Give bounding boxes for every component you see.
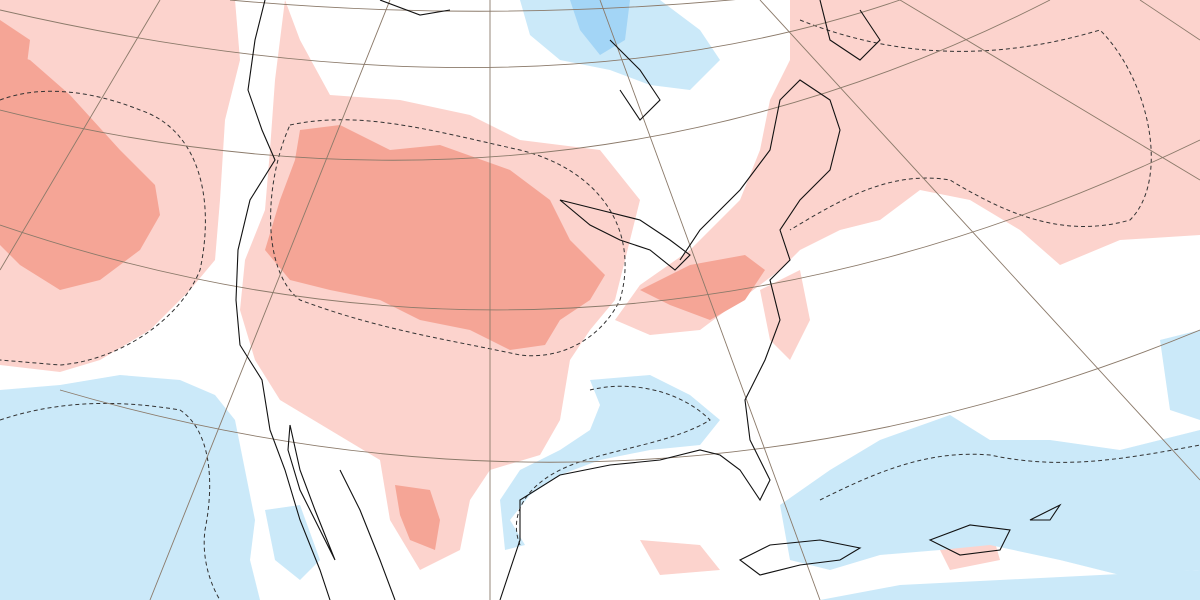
warm-anomaly <box>615 0 1200 335</box>
coastline <box>609 39 661 121</box>
graticule <box>0 139 1200 311</box>
graticule <box>0 0 901 69</box>
graticule <box>759 0 1200 481</box>
contour <box>819 444 1200 501</box>
contour <box>0 90 206 366</box>
coastline <box>235 0 331 600</box>
contour <box>789 19 1152 231</box>
coastline <box>1029 503 1062 521</box>
cool-anomaly <box>820 570 1200 600</box>
graticule <box>229 0 736 12</box>
coastline <box>499 79 841 600</box>
contour <box>515 385 711 546</box>
warm-anomaly <box>640 540 720 575</box>
coastline <box>287 424 336 561</box>
strong-warm-anomaly <box>0 20 30 85</box>
coastline <box>928 524 1011 556</box>
coastline <box>559 199 691 271</box>
cool-anomaly <box>780 415 1200 575</box>
cool-anomaly <box>500 375 720 550</box>
coastline <box>819 0 881 61</box>
graticule <box>59 329 1200 463</box>
strong-warm-anomaly <box>395 485 440 550</box>
graticule <box>599 0 821 600</box>
warm-anomaly <box>760 270 810 360</box>
graticule <box>899 0 1200 181</box>
strong-warm-anomaly <box>265 125 605 350</box>
graticule <box>1139 0 1200 41</box>
graticule <box>0 0 161 271</box>
cool-anomaly <box>0 375 260 600</box>
strong-warm-anomaly <box>0 50 160 290</box>
coastline <box>738 539 862 576</box>
coastline <box>379 0 451 16</box>
cool-anomaly <box>1160 330 1200 420</box>
graticule <box>0 0 1051 161</box>
strong-warm-anomaly <box>640 255 765 320</box>
graticule <box>149 0 391 600</box>
cool-anomaly <box>265 505 320 580</box>
coastline <box>339 469 396 600</box>
cool-anomaly <box>520 0 720 90</box>
